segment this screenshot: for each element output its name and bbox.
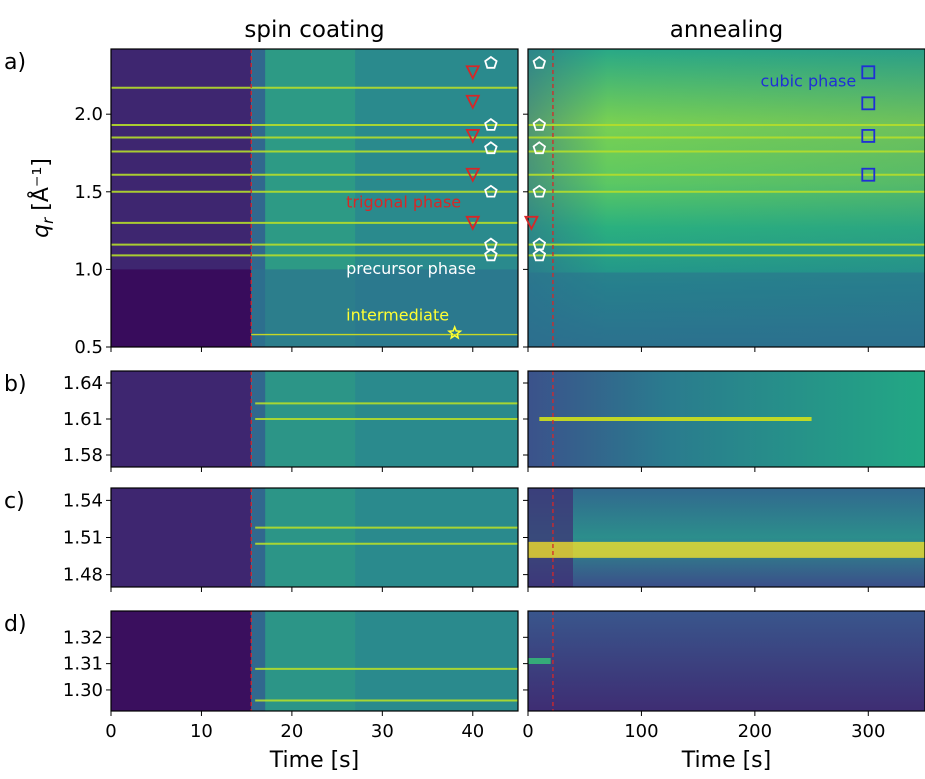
pre-transition-region-dark bbox=[111, 611, 252, 711]
bright-onset-band bbox=[265, 611, 356, 711]
panel-frame bbox=[527, 610, 925, 712]
trigonal-marker bbox=[465, 129, 481, 144]
precursor-marker bbox=[484, 141, 498, 155]
x-tick-label: 200 bbox=[738, 721, 772, 742]
x-tick-label: 20 bbox=[280, 721, 303, 742]
transition-band bbox=[251, 611, 266, 711]
x-tick-label: 0 bbox=[522, 721, 533, 742]
panel-label: a) bbox=[4, 50, 26, 75]
x-tick-label: 100 bbox=[624, 721, 658, 742]
panel-a-spin bbox=[106, 48, 519, 352]
x-axis-label: Time [s] bbox=[269, 748, 359, 773]
annotation-label: precursor phase bbox=[346, 259, 476, 278]
panel-b-spin bbox=[106, 370, 519, 472]
cubic-marker bbox=[861, 96, 876, 111]
y-tick-label: 2.0 bbox=[74, 104, 103, 125]
annotation-label: trigonal phase bbox=[346, 192, 461, 211]
panel-b-anneal bbox=[523, 370, 925, 472]
precursor-marker bbox=[532, 55, 547, 69]
heatmap-d-anneal bbox=[528, 611, 925, 711]
precursor-marker bbox=[484, 55, 498, 69]
panel-frame bbox=[527, 48, 925, 348]
y-tick-label: 1.48 bbox=[63, 565, 103, 586]
y-tick-label: 1.31 bbox=[63, 654, 103, 675]
y-tick-label: 1.58 bbox=[63, 445, 103, 466]
panel-c-spin bbox=[106, 487, 519, 592]
panel-label: d) bbox=[4, 612, 27, 637]
panel-label: c) bbox=[4, 489, 25, 514]
y-axis-label: qr [Å⁻¹] bbox=[27, 158, 57, 238]
post-transition-region bbox=[251, 611, 518, 711]
annotation-label: cubic phase bbox=[761, 71, 857, 90]
cubic-marker bbox=[861, 129, 876, 143]
trigonal-marker bbox=[465, 94, 481, 110]
y-tick-label: 1.54 bbox=[63, 490, 103, 511]
panel-d-spin bbox=[106, 610, 519, 716]
heatmap-d-spin bbox=[111, 611, 518, 711]
annealing-background bbox=[528, 488, 925, 587]
trigonal-marker bbox=[465, 167, 481, 183]
precursor-marker bbox=[532, 184, 547, 198]
trigonal-marker bbox=[523, 215, 539, 231]
x-axis-label: Time [s] bbox=[681, 748, 771, 773]
panel-a-anneal bbox=[523, 48, 925, 352]
x-tick-label: 0 bbox=[105, 721, 116, 742]
y-tick-label: 1.5 bbox=[74, 182, 103, 203]
precursor-marker bbox=[484, 117, 498, 131]
pre-transition-region bbox=[111, 371, 252, 467]
cubic-marker bbox=[861, 167, 876, 182]
transition-band bbox=[251, 488, 266, 587]
panel-d-anneal bbox=[523, 610, 925, 716]
column-title: annealing bbox=[670, 17, 783, 43]
y-tick-label: 1.51 bbox=[63, 528, 103, 549]
low-q-region bbox=[528, 272, 925, 347]
annealing-background bbox=[528, 611, 925, 711]
y-tick-label: 1.30 bbox=[63, 680, 103, 701]
y-tick-label: 0.5 bbox=[74, 337, 103, 358]
annotation-label: intermediate bbox=[346, 306, 449, 325]
panel-c-anneal bbox=[523, 487, 925, 592]
column-title: spin coating bbox=[244, 17, 384, 43]
heatmap-a-anneal bbox=[528, 49, 925, 347]
y-tick-label: 1.61 bbox=[63, 409, 103, 430]
x-tick-label: 40 bbox=[461, 721, 484, 742]
bright-onset-band bbox=[265, 488, 356, 587]
precursor-marker bbox=[484, 184, 498, 198]
trigonal-marker bbox=[465, 65, 481, 81]
precursor-marker bbox=[532, 117, 547, 131]
cubic-marker bbox=[861, 65, 876, 80]
heatmap-c-anneal bbox=[528, 488, 925, 587]
y-tick-label: 1.64 bbox=[63, 373, 103, 394]
heatmap-c-spin bbox=[111, 488, 518, 587]
precursor-marker bbox=[532, 248, 547, 262]
x-tick-label: 10 bbox=[190, 721, 213, 742]
panel-label: b) bbox=[4, 372, 27, 397]
x-tick-label: 300 bbox=[851, 721, 885, 742]
early-dark-region bbox=[528, 488, 573, 587]
x-tick-label: 30 bbox=[371, 721, 394, 742]
panel-frame bbox=[110, 610, 519, 712]
heatmap-a-spin bbox=[111, 49, 518, 347]
intermediate-marker bbox=[447, 324, 463, 340]
y-tick-label: 1.32 bbox=[63, 627, 103, 648]
precursor-marker bbox=[484, 248, 498, 262]
y-tick-label: 1.0 bbox=[74, 259, 103, 280]
panel-frame bbox=[110, 48, 519, 348]
low-q-dark-region bbox=[111, 269, 252, 347]
pre-transition-region bbox=[111, 488, 252, 587]
post-transition-region bbox=[251, 488, 518, 587]
trigonal-marker bbox=[465, 215, 481, 231]
heatmap-b-spin bbox=[111, 371, 518, 467]
heatmap-b-anneal bbox=[528, 371, 925, 467]
precursor-marker bbox=[532, 141, 547, 155]
